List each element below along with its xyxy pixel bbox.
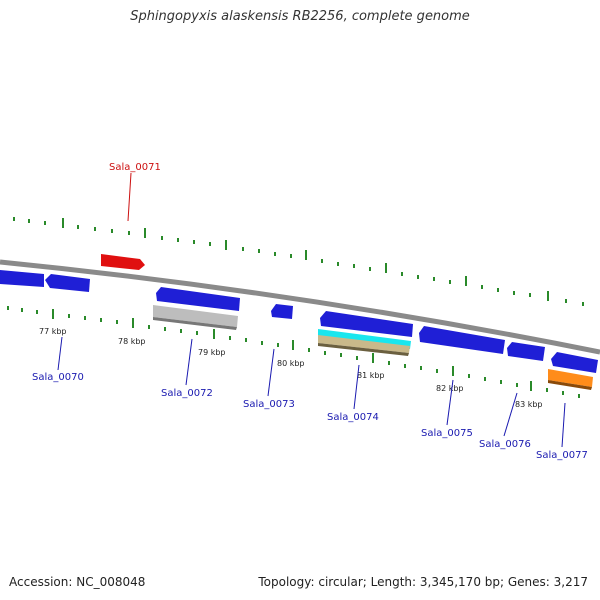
leader-sala-0071 — [127, 172, 132, 222]
topology-label: Topology: circular; Length: 3,345,170 bp… — [258, 575, 588, 589]
scale-label-79kbp: 79 kbp — [198, 348, 226, 357]
gene-arrow-left-edge[interactable] — [0, 270, 44, 287]
upper-tick-track — [13, 217, 584, 306]
leader-sala-0070 — [57, 336, 63, 371]
scale-label-83kbp: 83 kbp — [515, 400, 543, 409]
scale-label-82kbp: 82 kbp — [436, 384, 464, 393]
accession-label: Accession: NC_008048 — [9, 575, 146, 589]
leader-sala-0077 — [561, 402, 566, 448]
gene-label-sala-0077[interactable]: Sala_0077 — [536, 450, 588, 461]
gene-sala-0077-arrow[interactable] — [551, 352, 598, 373]
tan-feature-edge — [318, 343, 409, 356]
gene-sala-0076-arrow[interactable] — [507, 342, 545, 361]
grey-feature-edge — [153, 317, 237, 330]
grey-feature — [153, 305, 238, 327]
gene-label-sala-0072[interactable]: Sala_0072 — [161, 388, 213, 399]
gene-label-sala-0070[interactable]: Sala_0070 — [32, 372, 84, 383]
gene-sala-0075-arrow[interactable] — [419, 326, 505, 354]
genome-backbone — [0, 259, 600, 355]
gene-sala-0070-arrow[interactable] — [45, 274, 90, 292]
gene-label-sala-0074[interactable]: Sala_0074 — [327, 412, 379, 423]
gene-sala-0071-arrow[interactable] — [101, 254, 145, 270]
gene-label-sala-0075[interactable]: Sala_0075 — [421, 428, 473, 439]
gene-sala-0074-arrow[interactable] — [320, 311, 413, 337]
leader-sala-0073 — [267, 348, 275, 397]
gene-label-sala-0073[interactable]: Sala_0073 — [243, 399, 295, 410]
map-title: Sphingopyxis alaskensis RB2256, complete… — [130, 9, 470, 24]
leader-sala-0072 — [185, 338, 193, 386]
scale-label-81kbp: 81 kbp — [357, 371, 385, 380]
gene-label-sala-0071[interactable]: Sala_0071 — [109, 162, 161, 173]
tan-feature — [318, 335, 410, 353]
orange-feature-edge — [548, 380, 592, 390]
lower-tick-track — [7, 306, 580, 398]
leader-sala-0074 — [353, 364, 360, 410]
scale-label-80kbp: 80 kbp — [277, 359, 305, 368]
leader-sala-0075 — [446, 379, 454, 426]
orange-feature — [548, 369, 593, 387]
gene-sala-0073-arrow[interactable] — [271, 304, 293, 319]
leader-sala-0076 — [503, 392, 518, 437]
gene-sala-0072-arrow[interactable] — [156, 287, 240, 311]
gene-label-sala-0076[interactable]: Sala_0076 — [479, 439, 531, 450]
scale-label-77kbp: 77 kbp — [39, 327, 67, 336]
scale-label-78kbp: 78 kbp — [118, 337, 146, 346]
